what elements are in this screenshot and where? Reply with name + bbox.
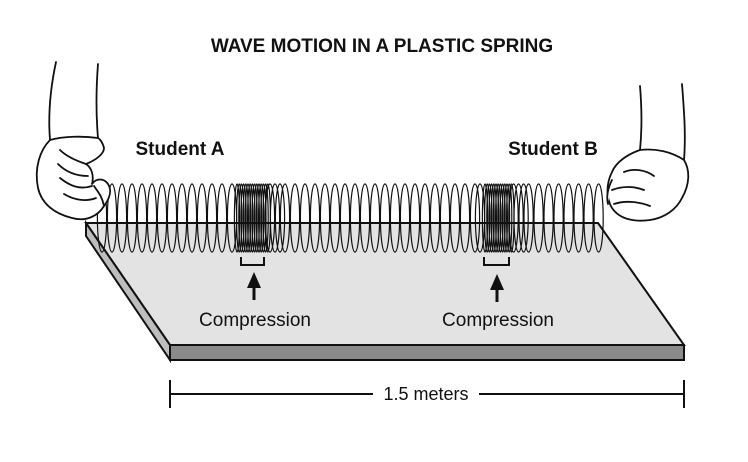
spring-coil	[339, 183, 351, 253]
spring-coil	[289, 183, 301, 253]
spring-coil	[469, 183, 481, 253]
arrow-up-icon	[247, 272, 261, 288]
spring-coil	[533, 183, 544, 253]
spring-coil	[349, 183, 361, 253]
spring-coil	[146, 183, 158, 253]
spring-coil	[583, 183, 594, 253]
spring-coil	[176, 183, 188, 253]
dimension-line	[169, 380, 685, 408]
compression-bracket-1	[240, 257, 265, 266]
spring-coil	[116, 183, 128, 253]
compression-label-2: Compression	[442, 310, 554, 331]
student-a-label: Student A	[135, 139, 224, 160]
compression-bracket-2	[483, 257, 510, 266]
spring-coil	[497, 183, 504, 253]
spring-coil	[593, 183, 604, 253]
spring-coil	[233, 183, 241, 253]
spring-coil	[369, 183, 381, 253]
spring-coil	[449, 183, 461, 253]
spring-coil	[242, 183, 249, 253]
student-b-hand-icon	[606, 83, 690, 222]
spring-coil	[274, 183, 286, 253]
compression-marker-1: Compression	[199, 257, 311, 331]
spring-coil	[506, 183, 513, 253]
spring-coil	[264, 183, 276, 253]
spring-coil	[136, 183, 148, 253]
student-a-hand-icon	[35, 61, 111, 221]
spring-coil	[409, 183, 421, 253]
spring-coil	[309, 183, 321, 253]
spring-coil	[501, 183, 508, 253]
spring-coil	[262, 183, 269, 253]
spring-coil	[279, 183, 291, 253]
spring-coil	[235, 183, 243, 253]
spring-coil	[258, 183, 265, 253]
spring-coil	[238, 183, 245, 253]
spring-coil	[563, 183, 574, 253]
spring-coil	[379, 183, 391, 253]
spring-coil	[253, 183, 260, 253]
spring-coil	[439, 183, 451, 253]
spring-coil	[255, 183, 263, 253]
spring-coil	[249, 183, 256, 253]
dimension-label: 1.5 meters	[383, 384, 468, 404]
spring-coil	[299, 183, 311, 253]
spring-coil	[518, 183, 529, 253]
table-front-edge	[169, 344, 685, 361]
spring-coil	[543, 183, 554, 253]
spring-coil	[126, 183, 138, 253]
table-board	[84, 219, 686, 364]
spring-coil	[216, 183, 228, 253]
spring-coil	[513, 183, 524, 253]
arrow-up-icon	[490, 274, 504, 290]
compression-label-1: Compression	[199, 310, 311, 331]
spring-coil	[251, 183, 258, 253]
spring-coil	[244, 183, 252, 253]
spring-coil	[359, 183, 371, 253]
spring-coil	[106, 183, 118, 253]
spring-coil	[429, 183, 441, 253]
spring-coil	[240, 183, 247, 253]
spring-coil	[156, 183, 168, 253]
spring-coil	[459, 183, 471, 253]
spring-coil	[399, 183, 411, 253]
spring-coil	[481, 183, 489, 253]
spring-coil	[319, 183, 331, 253]
spring-coil	[553, 183, 564, 253]
table-left-edge	[85, 219, 171, 364]
plastic-spring	[96, 183, 604, 253]
spring-coil	[166, 183, 178, 253]
spring-coil	[523, 183, 534, 253]
spring-coil	[269, 183, 281, 253]
spring-coil	[484, 183, 491, 253]
spring-coil	[389, 183, 401, 253]
student-b-label: Student B	[508, 139, 598, 160]
spring-coil	[196, 183, 208, 253]
compression-marker-2: Compression	[442, 257, 554, 331]
spring-coil	[499, 183, 506, 253]
spring-coil	[246, 183, 254, 253]
spring-coil	[495, 183, 502, 253]
spring-coil	[206, 183, 218, 253]
spring-coil	[573, 183, 584, 253]
spring-coil	[186, 183, 198, 253]
spring-coil	[492, 183, 500, 253]
spring-coil	[419, 183, 431, 253]
diagram-title: WAVE MOTION IN A PLASTIC SPRING	[211, 36, 553, 57]
spring-coil	[508, 183, 519, 253]
spring-coil	[329, 183, 341, 253]
spring-coil	[488, 183, 495, 253]
spring-coil	[490, 183, 497, 253]
spring-coil	[486, 183, 493, 253]
